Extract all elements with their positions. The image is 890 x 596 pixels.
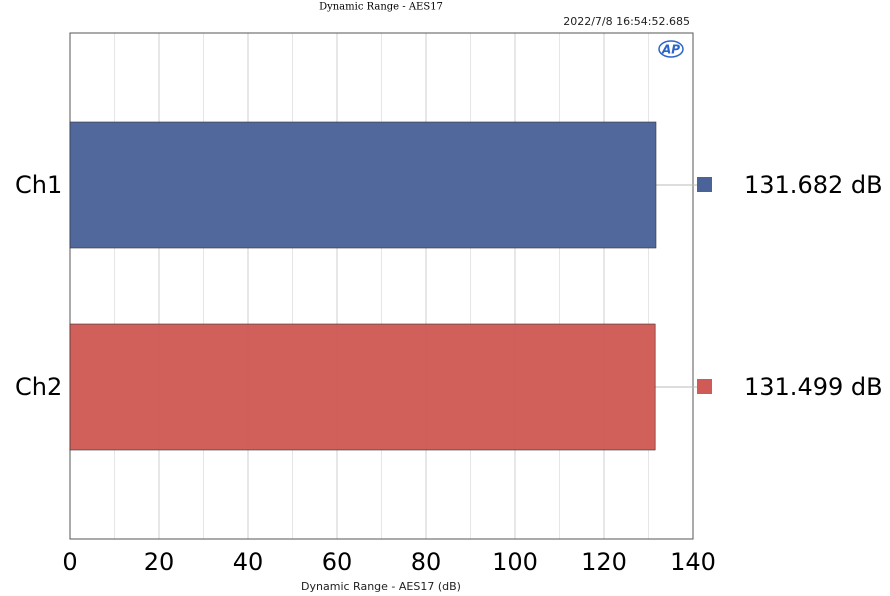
value-label: 131.682 dB [744, 171, 883, 199]
category-label: Ch1 [15, 171, 62, 199]
bar [69, 121, 657, 249]
x-tick-label: 100 [492, 548, 538, 576]
x-tick-label: 60 [322, 548, 353, 576]
x-tick-label: 80 [411, 548, 442, 576]
chart-title: Dynamic Range - AES17 [319, 2, 443, 13]
x-tick-label: 0 [62, 548, 77, 576]
value-label: 131.499 dB [744, 373, 883, 401]
timestamp: 2022/7/8 16:54:52.685 [563, 15, 690, 28]
plot-frame [69, 32, 694, 540]
x-tick-label: 40 [233, 548, 264, 576]
x-tick-label: 140 [670, 548, 716, 576]
x-axis-label: Dynamic Range - AES17 (dB) [301, 580, 461, 593]
logo: AP [661, 43, 680, 57]
bar [69, 323, 656, 451]
x-tick-label: 120 [581, 548, 627, 576]
category-label: Ch2 [15, 373, 62, 401]
legend-swatch [697, 379, 712, 394]
legend-swatch [697, 177, 712, 192]
logo-ring [658, 40, 684, 58]
x-tick-label: 20 [144, 548, 175, 576]
